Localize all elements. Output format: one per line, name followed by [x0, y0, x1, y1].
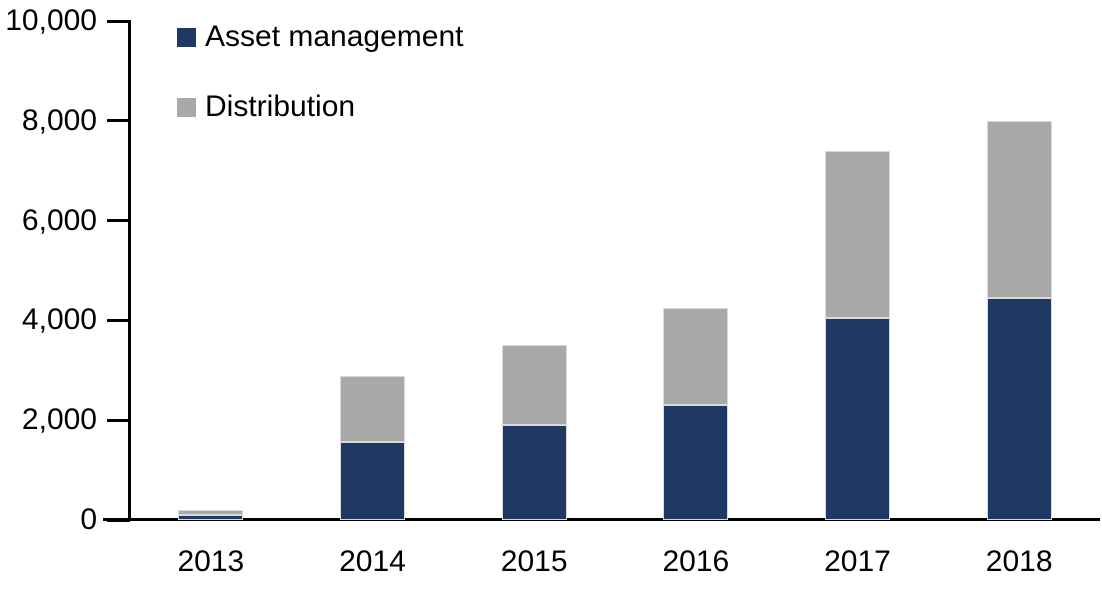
x-axis-label-2016: 2016 [662, 545, 730, 578]
bar-segment-2017-distribution [825, 150, 890, 318]
y-axis-label-6,000: 6,000 [21, 203, 97, 237]
y-axis-label-4,000: 4,000 [21, 303, 97, 337]
bar-segment-2016-asset-management [663, 405, 729, 520]
legend-label-asset-management: Asset management [205, 20, 464, 53]
bar-segment-2018-asset-management [986, 298, 1052, 520]
legend-item-distribution: Distribution [177, 88, 463, 126]
legend-item-asset-management: Asset management [177, 18, 463, 56]
x-axis-label-2013: 2013 [177, 545, 245, 578]
y-axis-label-0: 0 [80, 503, 97, 536]
bar-segment-2015-asset-management [501, 425, 567, 520]
bar-segment-2014-asset-management [340, 442, 405, 520]
y-axis-tick-8,000 [107, 119, 130, 123]
y-axis-tick-0 [107, 518, 130, 522]
y-axis-label-8,000: 8,000 [21, 103, 97, 137]
x-axis-label-2017: 2017 [824, 545, 891, 578]
legend: Asset management Distribution [177, 18, 463, 158]
y-axis-tick-2,000 [107, 418, 130, 422]
bar-segment-2015-distribution [501, 345, 567, 426]
bar-segment-2013-distribution [178, 510, 244, 515]
y-axis-label-2,000: 2,000 [21, 403, 97, 437]
y-axis-label-10,000: 10,000 [5, 4, 97, 37]
legend-swatch-asset-management-icon [177, 27, 196, 47]
x-axis-label-2014: 2014 [339, 545, 406, 578]
bar-segment-2018-distribution [986, 120, 1052, 299]
bar-segment-2017-asset-management [825, 317, 890, 520]
legend-swatch-distribution-icon [177, 97, 196, 117]
bar-segment-2014-distribution [340, 375, 405, 443]
y-axis-tick-4,000 [107, 318, 130, 322]
y-axis-tick-10,000 [107, 19, 130, 23]
x-axis-label-2015: 2015 [500, 545, 568, 578]
y-axis-tick-6,000 [107, 219, 130, 223]
bar-segment-2013-asset-management [178, 515, 244, 520]
x-axis-line [103, 518, 1100, 521]
legend-label-distribution: Distribution [205, 90, 356, 123]
x-axis-label-2018: 2018 [985, 545, 1053, 578]
y-axis-line [128, 20, 131, 521]
bar-segment-2016-distribution [663, 307, 729, 406]
